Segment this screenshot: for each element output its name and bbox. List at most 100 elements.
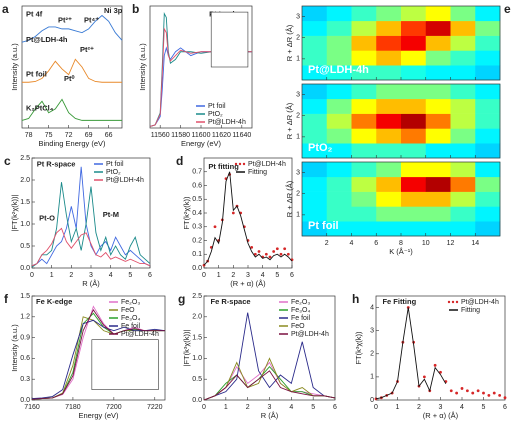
plot-frame [203,295,336,401]
x-tick-label: 5 [275,272,279,279]
heat-cell [302,98,328,114]
x-tick-label: 1 [50,272,54,279]
y-tick-label: 0.0 [192,397,202,404]
plot-frame [21,5,123,129]
heat-cell [351,84,377,100]
legend-label: Pt@LDH-4h [208,119,246,126]
x-tick-label: 3 [439,404,443,411]
panel-label: b [132,2,139,16]
heat-cell [450,20,476,36]
heat-cell [401,128,427,144]
data-point [275,247,279,251]
heat-cell [326,206,352,222]
x-tick-label: 2 [69,272,73,279]
heat-cell [302,191,328,207]
heat-cell [401,6,427,22]
heat-cell [450,84,476,100]
heat-cell [326,35,352,51]
data-point [264,252,268,256]
legend-swatch [234,162,238,166]
heat-cell [376,98,402,114]
heat-cell [376,84,402,100]
x-tick-label: 4 [289,404,293,411]
heat-cell [351,35,377,51]
heat-cell [351,98,377,114]
data-point [498,393,502,397]
y-tick-label: 0.2 [192,237,202,244]
heat-cell [326,20,352,36]
heatmap-label: PtO₂ [308,142,333,154]
y-tick-label: 0.5 [20,243,30,250]
x-tick-label: 1 [217,272,221,279]
heat-cell [450,6,476,22]
legend-label: FeO [121,307,135,314]
heat-cell [351,206,377,222]
legend-label: Pt@LDH-4h [106,177,144,184]
heat-cell [376,221,402,237]
x-axis-label: Binding Energy (eV) [38,139,106,148]
heat-cell [475,20,501,36]
data-point [268,255,272,259]
heat-cell [475,84,501,100]
data-point [455,391,459,395]
x-tick-label: 6 [290,272,294,279]
heat-cell [302,143,328,159]
heat-cell [450,128,476,144]
x-tick-label: 3 [89,272,93,279]
annotation: Pt fitting [208,162,239,171]
heat-cell [401,162,427,178]
heat-cell [475,65,501,81]
heat-cell [475,206,501,222]
heat-cell [425,221,451,237]
data-line [203,366,336,401]
data-point [250,245,254,249]
x-tick-label: 7200 [106,404,122,411]
data-point [283,247,287,251]
heat-cell [302,206,328,222]
x-tick-label: 11600 [192,132,211,139]
heat-cell [326,221,352,237]
y-tick-label: 2 [370,351,374,358]
y-axis-label: Intensity (a.u.) [10,324,19,372]
heat-cell [425,35,451,51]
x-axis-label: (R + α) (Å) [423,411,459,420]
x-tick-label: 7220 [147,404,163,411]
x-axis-label: Energy (eV) [78,411,119,420]
series-label: K₂PtCl₄ [26,103,54,112]
data-line [21,98,122,121]
legend-label: Fitting [248,169,267,176]
legend-swatch [242,162,246,166]
y-axis-label: R + ΔR (Å) [285,102,294,139]
data-point [279,252,283,256]
legend-label: Pt@LDH-4h [121,331,159,338]
x-tick-label: 5 [128,272,132,279]
heat-cell [376,20,402,36]
data-line [375,307,447,400]
heat-cell [475,98,501,114]
legend-label: Fitting [461,307,480,314]
heat-cell [450,35,476,51]
heat-cell [351,128,377,144]
heat-cell [475,35,501,51]
heat-cell [302,20,328,36]
heat-cell [351,20,377,36]
data-point [213,225,217,229]
data-point [503,396,507,400]
y-tick-label: 1.0 [20,221,30,228]
annotation: Fe K-edge [36,297,72,306]
x-tick-label: 1 [396,404,400,411]
annotation: Pt⁴⁺ [84,16,99,25]
data-point [286,252,290,256]
y-tick-label: 1.2 [20,314,30,321]
heat-cell [302,128,328,144]
x-tick-label: 1 [224,404,228,411]
y-tick-label: 2.5 [20,155,30,162]
y-tick-label: 0.9 [20,334,30,341]
heat-cell [475,113,501,129]
y-tick-label: 3 [296,13,300,20]
x-tick-label: 11640 [232,132,251,139]
x-tick-label: 3 [246,272,250,279]
y-tick-label: 3 [370,328,374,335]
heat-cell [425,162,451,178]
y-tick-label: 1 [370,374,374,381]
